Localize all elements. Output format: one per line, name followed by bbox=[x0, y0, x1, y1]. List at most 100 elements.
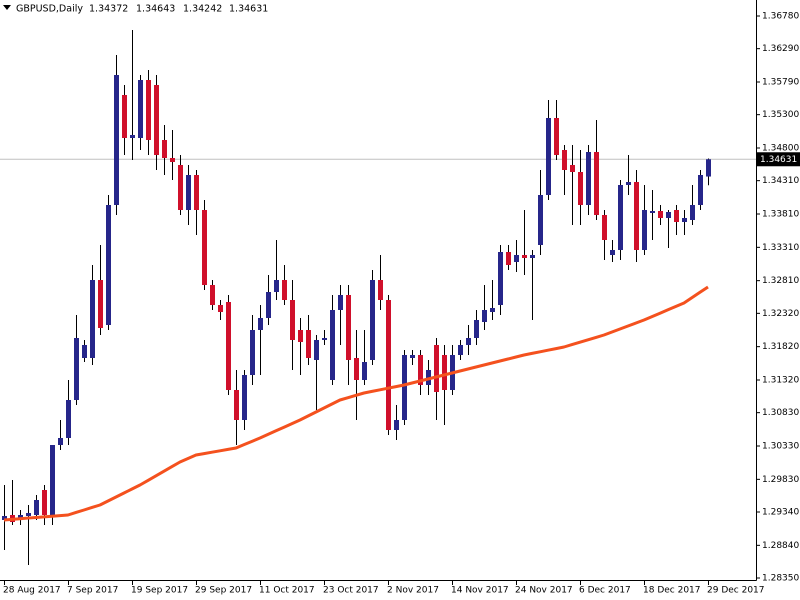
candle-body bbox=[90, 280, 95, 358]
candle-body bbox=[258, 318, 263, 330]
candle-body bbox=[554, 118, 559, 155]
candle-body bbox=[162, 140, 167, 158]
candle-body bbox=[234, 390, 239, 420]
candle-body bbox=[594, 152, 599, 215]
y-tick-label: 1.31820 bbox=[762, 342, 799, 352]
candle-body bbox=[634, 182, 639, 250]
candle-body bbox=[106, 205, 111, 325]
candle-body bbox=[610, 250, 615, 255]
candle-body bbox=[394, 420, 399, 430]
candle-body bbox=[490, 308, 495, 312]
candle-body bbox=[674, 210, 679, 222]
y-tick-label: 1.28840 bbox=[762, 541, 799, 551]
y-tick-label: 1.31320 bbox=[762, 376, 799, 386]
candle-body bbox=[34, 500, 39, 515]
candle-body bbox=[58, 438, 63, 445]
candle-body bbox=[530, 255, 535, 258]
candle-body bbox=[290, 300, 295, 340]
x-tick-label: 2 Nov 2017 bbox=[387, 586, 439, 596]
candle-body bbox=[66, 400, 71, 438]
candle-body bbox=[338, 295, 343, 310]
candle-body bbox=[154, 85, 159, 155]
candle-body bbox=[642, 210, 647, 250]
candle-body bbox=[114, 75, 119, 205]
menu-arrow[interactable] bbox=[3, 5, 11, 10]
candle-body bbox=[418, 355, 423, 385]
y-tick-label: 1.28350 bbox=[762, 574, 799, 584]
x-tick-label: 28 Aug 2017 bbox=[3, 586, 61, 596]
candle-body bbox=[546, 118, 551, 195]
header-open: 1.34372 bbox=[89, 4, 128, 15]
candle-body bbox=[194, 175, 199, 210]
candle-body bbox=[458, 345, 463, 355]
y-tick-label: 1.36780 bbox=[762, 12, 799, 22]
y-tick-label: 1.34800 bbox=[762, 144, 799, 154]
candle-body bbox=[98, 280, 103, 328]
candle-body bbox=[498, 252, 503, 305]
y-tick-label: 1.30830 bbox=[762, 408, 799, 418]
candle-body bbox=[330, 310, 335, 380]
x-tick-label: 29 Sep 2017 bbox=[195, 586, 252, 596]
candle-body bbox=[402, 355, 407, 420]
y-tick-label: 1.29340 bbox=[762, 508, 799, 518]
candle-body bbox=[586, 152, 591, 205]
candle-body bbox=[298, 330, 303, 342]
candle-body bbox=[378, 280, 383, 300]
candle-body bbox=[306, 330, 311, 358]
x-tick-label: 23 Oct 2017 bbox=[323, 586, 379, 596]
y-tick-label: 1.33310 bbox=[762, 243, 799, 253]
candle-body bbox=[538, 195, 543, 245]
candle-body bbox=[2, 516, 7, 520]
y-tick-label: 1.35790 bbox=[762, 78, 799, 88]
moving-average bbox=[3, 285, 709, 522]
candle-body bbox=[410, 355, 415, 358]
x-tick-label: 7 Sep 2017 bbox=[67, 586, 118, 596]
candle-body bbox=[250, 330, 255, 375]
y-tick-label: 1.33810 bbox=[762, 210, 799, 220]
y-tick-label: 1.29830 bbox=[762, 475, 799, 485]
y-tick-label: 1.35300 bbox=[762, 110, 799, 120]
header-close: 1.34631 bbox=[229, 4, 268, 15]
candle-body bbox=[122, 95, 127, 138]
candle-body bbox=[138, 80, 143, 138]
x-tick-label: 18 Dec 2017 bbox=[643, 586, 701, 596]
x-tick-label: 11 Oct 2017 bbox=[259, 586, 315, 596]
x-tick-label: 24 Nov 2017 bbox=[515, 586, 573, 596]
candle-body bbox=[186, 175, 191, 210]
candle-body bbox=[706, 159, 711, 177]
candle-body bbox=[50, 445, 55, 515]
x-tick-label: 29 Dec 2017 bbox=[707, 586, 765, 596]
x-tick-label: 19 Sep 2017 bbox=[131, 586, 188, 596]
candle-body bbox=[74, 338, 79, 400]
candle-body bbox=[202, 210, 207, 285]
candle-body bbox=[602, 215, 607, 240]
candle-body bbox=[682, 218, 687, 222]
candle-body bbox=[466, 338, 471, 345]
candle-body bbox=[218, 305, 223, 312]
candle-body bbox=[146, 80, 151, 140]
candle-body bbox=[578, 172, 583, 205]
y-tick-label: 1.34310 bbox=[762, 176, 799, 186]
candle-body bbox=[130, 135, 135, 138]
y-tick-label: 1.36290 bbox=[762, 44, 799, 54]
candle-body bbox=[442, 355, 447, 390]
candle-body bbox=[562, 150, 567, 170]
chart-title: GBPUSD,Daily bbox=[16, 4, 83, 15]
candle-body bbox=[322, 338, 327, 340]
candle-body bbox=[434, 345, 439, 392]
candle-body bbox=[314, 340, 319, 360]
candle-body bbox=[226, 302, 231, 390]
candle-body bbox=[570, 165, 575, 172]
candle-body bbox=[522, 255, 527, 258]
candle-body bbox=[42, 490, 47, 515]
header-low: 1.34242 bbox=[183, 4, 222, 15]
candle-body bbox=[370, 280, 375, 360]
header-high: 1.34643 bbox=[136, 4, 175, 15]
y-tick-label: 1.32320 bbox=[762, 309, 799, 319]
candle-body bbox=[386, 300, 391, 430]
candle-body bbox=[514, 255, 519, 262]
candle-body bbox=[666, 212, 671, 218]
